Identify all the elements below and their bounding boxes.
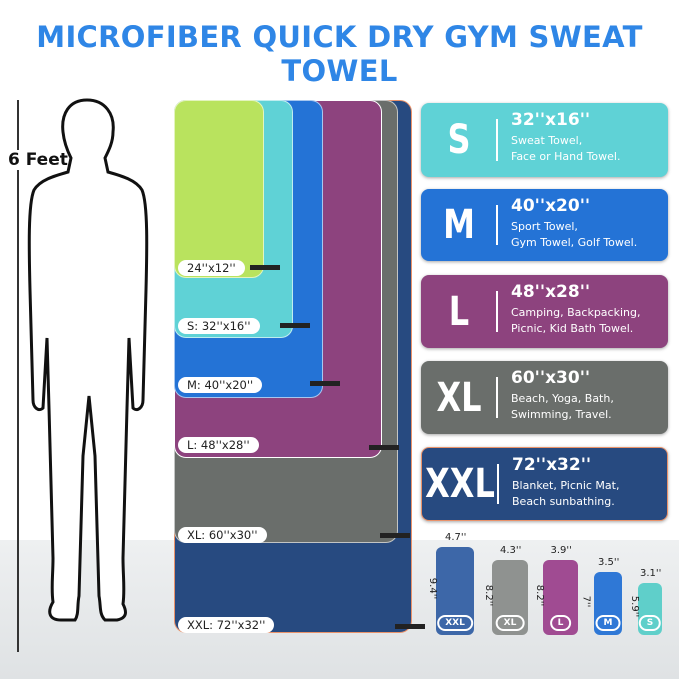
size-letter: S	[447, 117, 471, 163]
roll-width-label: 3.9''	[550, 545, 572, 556]
size-badge: M	[595, 615, 621, 631]
roll-height-label: 9.4''	[427, 577, 439, 600]
divider	[497, 464, 499, 504]
towel-tag-icon	[369, 445, 399, 450]
divider	[496, 377, 498, 418]
roll-height-label: 5.9''	[629, 595, 641, 618]
size-letter: XL	[436, 374, 482, 421]
roll-height-label: 7''	[580, 595, 592, 607]
size-badge: XL	[495, 615, 525, 631]
towel-label: XL: 60''x30''	[178, 527, 267, 543]
height-ruler	[17, 100, 19, 652]
towel-label: L: 48''x28''	[178, 437, 259, 453]
use-line: Sweat Towel,	[511, 134, 583, 147]
use-line: Gym Towel, Golf Towel.	[511, 236, 638, 249]
size-card-m: M 40''x20'' Sport Towel, Gym Towel, Golf To…	[421, 189, 668, 261]
towel-label: M: 40''x20''	[178, 377, 263, 393]
size-uses: Camping, Backpacking, Picnic, Kid Bath To…	[511, 305, 640, 337]
towel-tag-icon	[380, 533, 410, 538]
towel-tag-icon	[250, 265, 280, 270]
size-uses: Sweat Towel, Face or Hand Towel.	[511, 133, 620, 165]
divider	[496, 291, 498, 332]
roll-width-label: 4.3''	[500, 545, 522, 556]
rolled-towel-xl: XL	[492, 560, 528, 635]
roll-height-label: 8.2''	[483, 584, 495, 606]
rolled-towel-xxl: XXL	[436, 547, 474, 635]
roll-width-label: 3.5''	[598, 557, 620, 568]
divider	[496, 205, 498, 245]
person-silhouette-icon	[27, 98, 149, 622]
size-card-xxl: XXL 72''x32'' Blanket, Picnic Mat, Beach su…	[421, 447, 668, 521]
towel-small	[174, 100, 264, 278]
size-letter: XXL	[425, 461, 495, 507]
towel-tag-icon	[395, 624, 425, 629]
roll-width-label: 3.1''	[640, 568, 662, 579]
size-dimensions: 60''x30''	[511, 368, 591, 388]
use-line: Beach sunbathing.	[512, 495, 615, 508]
use-line: Swimming, Travel.	[511, 408, 612, 421]
size-card-xl: XL 60''x30'' Beach, Yoga, Bath, Swimming, T…	[421, 361, 668, 434]
use-line: Blanket, Picnic Mat,	[512, 479, 620, 492]
towel-label: S: 32''x16''	[178, 318, 260, 334]
height-label: 6 Feet	[8, 150, 68, 170]
use-line: Picnic, Kid Bath Towel.	[511, 322, 634, 335]
size-uses: Blanket, Picnic Mat, Beach sunbathing.	[512, 478, 619, 510]
use-line: Sport Towel,	[511, 220, 578, 233]
towel-tag-icon	[310, 381, 340, 386]
size-dimensions: 72''x32''	[512, 455, 592, 475]
rolled-towel-m: M	[594, 572, 622, 635]
size-dimensions: 32''x16''	[511, 110, 591, 130]
use-line: Face or Hand Towel.	[511, 150, 621, 163]
rolled-towel-l: L	[543, 560, 578, 635]
size-letter: M	[443, 202, 475, 248]
size-badge: XXL	[437, 615, 473, 631]
roll-height-label: 8.2''	[534, 584, 546, 606]
towel-label: 24''x12''	[178, 260, 245, 276]
towel-label: XXL: 72''x32''	[178, 617, 275, 633]
size-card-s: S 32''x16'' Sweat Towel, Face or Hand Towel…	[421, 103, 668, 177]
size-uses: Sport Towel, Gym Towel, Golf Towel.	[511, 219, 637, 251]
size-badge: S	[638, 615, 662, 631]
size-card-l: L 48''x28'' Camping, Backpacking, Picnic, K…	[421, 275, 668, 348]
size-badge: L	[549, 615, 572, 631]
towel-tag-icon	[280, 323, 310, 328]
page-title: MICROFIBER QUICK DRY GYM SWEAT TOWEL	[36, 20, 643, 88]
size-dimensions: 48''x28''	[511, 282, 591, 302]
size-letter: L	[448, 288, 470, 335]
roll-width-label: 4.7''	[445, 532, 467, 543]
size-dimensions: 40''x20''	[511, 196, 591, 216]
size-uses: Beach, Yoga, Bath, Swimming, Travel.	[511, 391, 614, 423]
divider	[496, 119, 498, 161]
use-line: Beach, Yoga, Bath,	[511, 392, 614, 405]
use-line: Camping, Backpacking,	[511, 306, 641, 319]
rolled-towel-s: S	[638, 583, 662, 635]
